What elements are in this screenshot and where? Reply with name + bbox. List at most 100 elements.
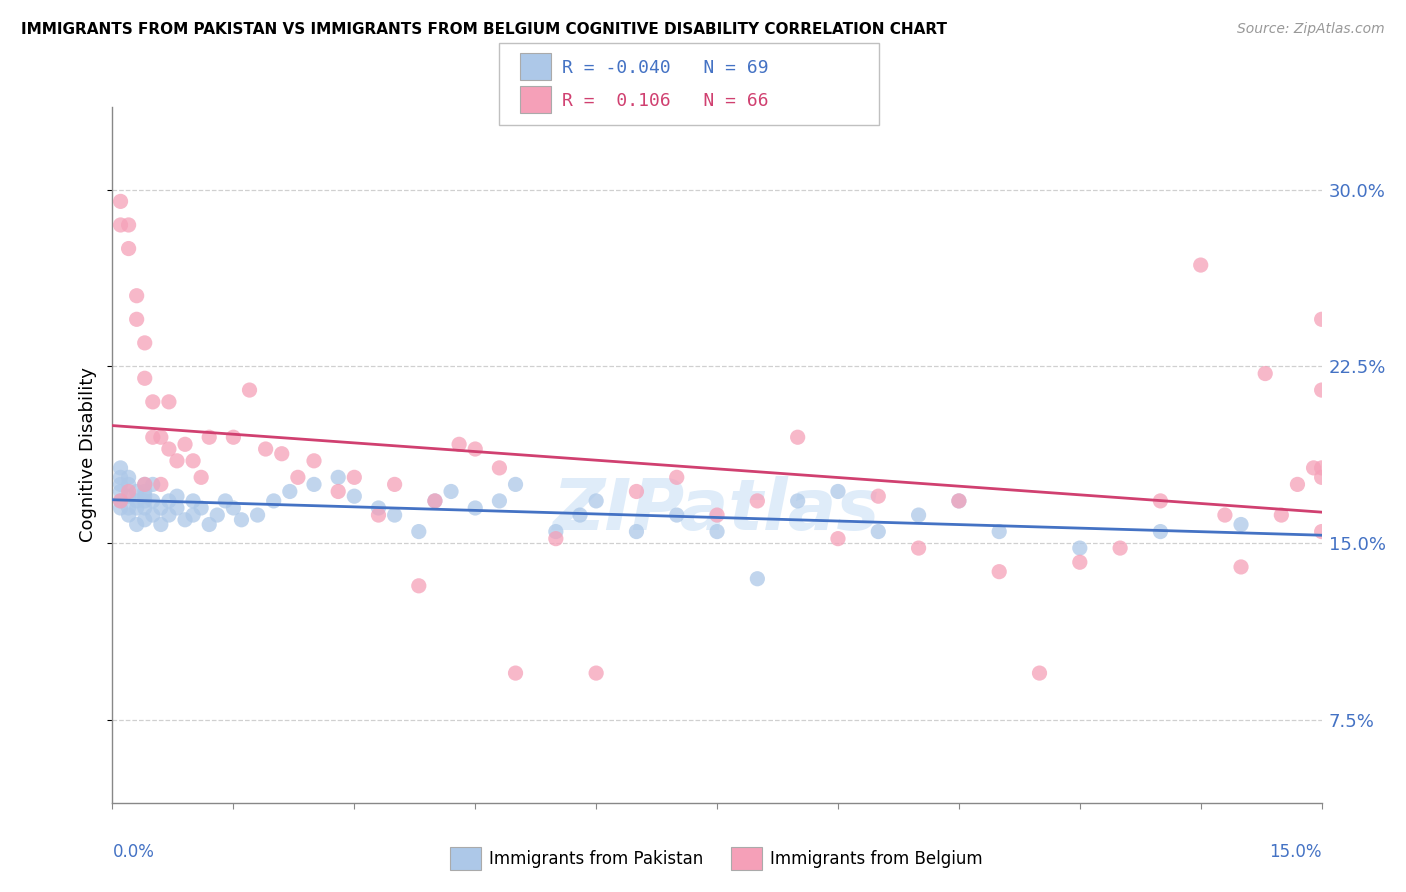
Point (626, 524, 648, 539)
Point (125, 484, 148, 499)
Point (181, 508, 204, 522)
Point (110, 500, 132, 515)
Point (988, 524, 1011, 539)
Point (174, 513, 197, 527)
Point (110, 494, 132, 508)
Point (827, 532, 849, 546)
Point (134, 371, 156, 385)
Point (384, 477, 406, 491)
Point (231, 513, 253, 527)
Point (142, 508, 165, 522)
Text: Source: ZipAtlas.com: Source: ZipAtlas.com (1237, 22, 1385, 37)
Point (747, 494, 769, 508)
Point (142, 477, 165, 491)
Point (134, 489, 156, 503)
Point (190, 500, 212, 515)
Point (157, 395, 180, 409)
Point (343, 489, 366, 503)
Point (142, 395, 165, 409)
Point (423, 494, 446, 508)
Point (125, 312, 148, 326)
Point (1270, 508, 1292, 522)
Point (149, 500, 172, 515)
Y-axis label: Cognitive Disability: Cognitive Disability (79, 368, 97, 542)
Point (222, 430, 245, 444)
Point (1230, 517, 1253, 532)
Point (207, 508, 229, 522)
Text: ZIPatlas: ZIPatlas (554, 476, 880, 545)
Point (110, 194, 132, 209)
Point (117, 500, 139, 515)
Point (117, 242, 139, 256)
Point (246, 508, 269, 522)
Point (505, 477, 527, 491)
Point (198, 430, 221, 444)
Point (907, 508, 929, 522)
Point (134, 500, 156, 515)
Point (1310, 470, 1333, 484)
Point (157, 442, 180, 456)
Point (367, 508, 389, 522)
Point (1230, 560, 1253, 574)
Point (665, 470, 688, 484)
Point (134, 477, 156, 491)
Text: 15.0%: 15.0% (1270, 843, 1322, 861)
Point (125, 289, 148, 303)
Point (149, 430, 172, 444)
Point (238, 383, 260, 397)
Point (110, 461, 132, 475)
Point (585, 494, 607, 508)
Point (166, 454, 188, 468)
Point (1302, 461, 1324, 475)
Point (1028, 666, 1050, 681)
Point (263, 494, 285, 508)
Point (544, 532, 567, 546)
Point (569, 508, 592, 522)
Point (190, 470, 212, 484)
Point (149, 477, 172, 491)
Point (222, 500, 245, 515)
Point (166, 500, 188, 515)
Point (440, 484, 463, 499)
Point (367, 500, 389, 515)
Point (134, 513, 156, 527)
Point (117, 218, 139, 232)
Point (328, 470, 350, 484)
Point (585, 666, 607, 681)
Point (198, 517, 221, 532)
Point (287, 470, 309, 484)
Point (125, 517, 148, 532)
Point (449, 437, 471, 451)
Text: R = -0.040   N = 69: R = -0.040 N = 69 (562, 59, 769, 77)
Point (117, 489, 139, 503)
Point (464, 442, 486, 456)
Point (157, 494, 180, 508)
Point (786, 494, 808, 508)
Point (868, 524, 890, 539)
Point (1254, 367, 1277, 381)
Point (110, 477, 132, 491)
Text: R =  0.106   N = 66: R = 0.106 N = 66 (562, 92, 769, 110)
Point (142, 430, 165, 444)
Point (302, 477, 325, 491)
Point (110, 494, 132, 508)
Point (181, 454, 204, 468)
Point (544, 524, 567, 539)
Point (134, 477, 156, 491)
Point (214, 494, 236, 508)
Point (117, 477, 139, 491)
Text: Immigrants from Belgium: Immigrants from Belgium (770, 849, 983, 868)
Point (110, 470, 132, 484)
Point (278, 484, 301, 499)
Point (505, 666, 527, 681)
Point (408, 524, 430, 539)
Point (1213, 508, 1236, 522)
Point (706, 508, 728, 522)
Point (948, 494, 970, 508)
Point (488, 461, 510, 475)
Point (747, 572, 769, 586)
Point (181, 494, 204, 508)
Point (1109, 541, 1132, 555)
Point (1286, 477, 1309, 491)
Point (125, 500, 148, 515)
